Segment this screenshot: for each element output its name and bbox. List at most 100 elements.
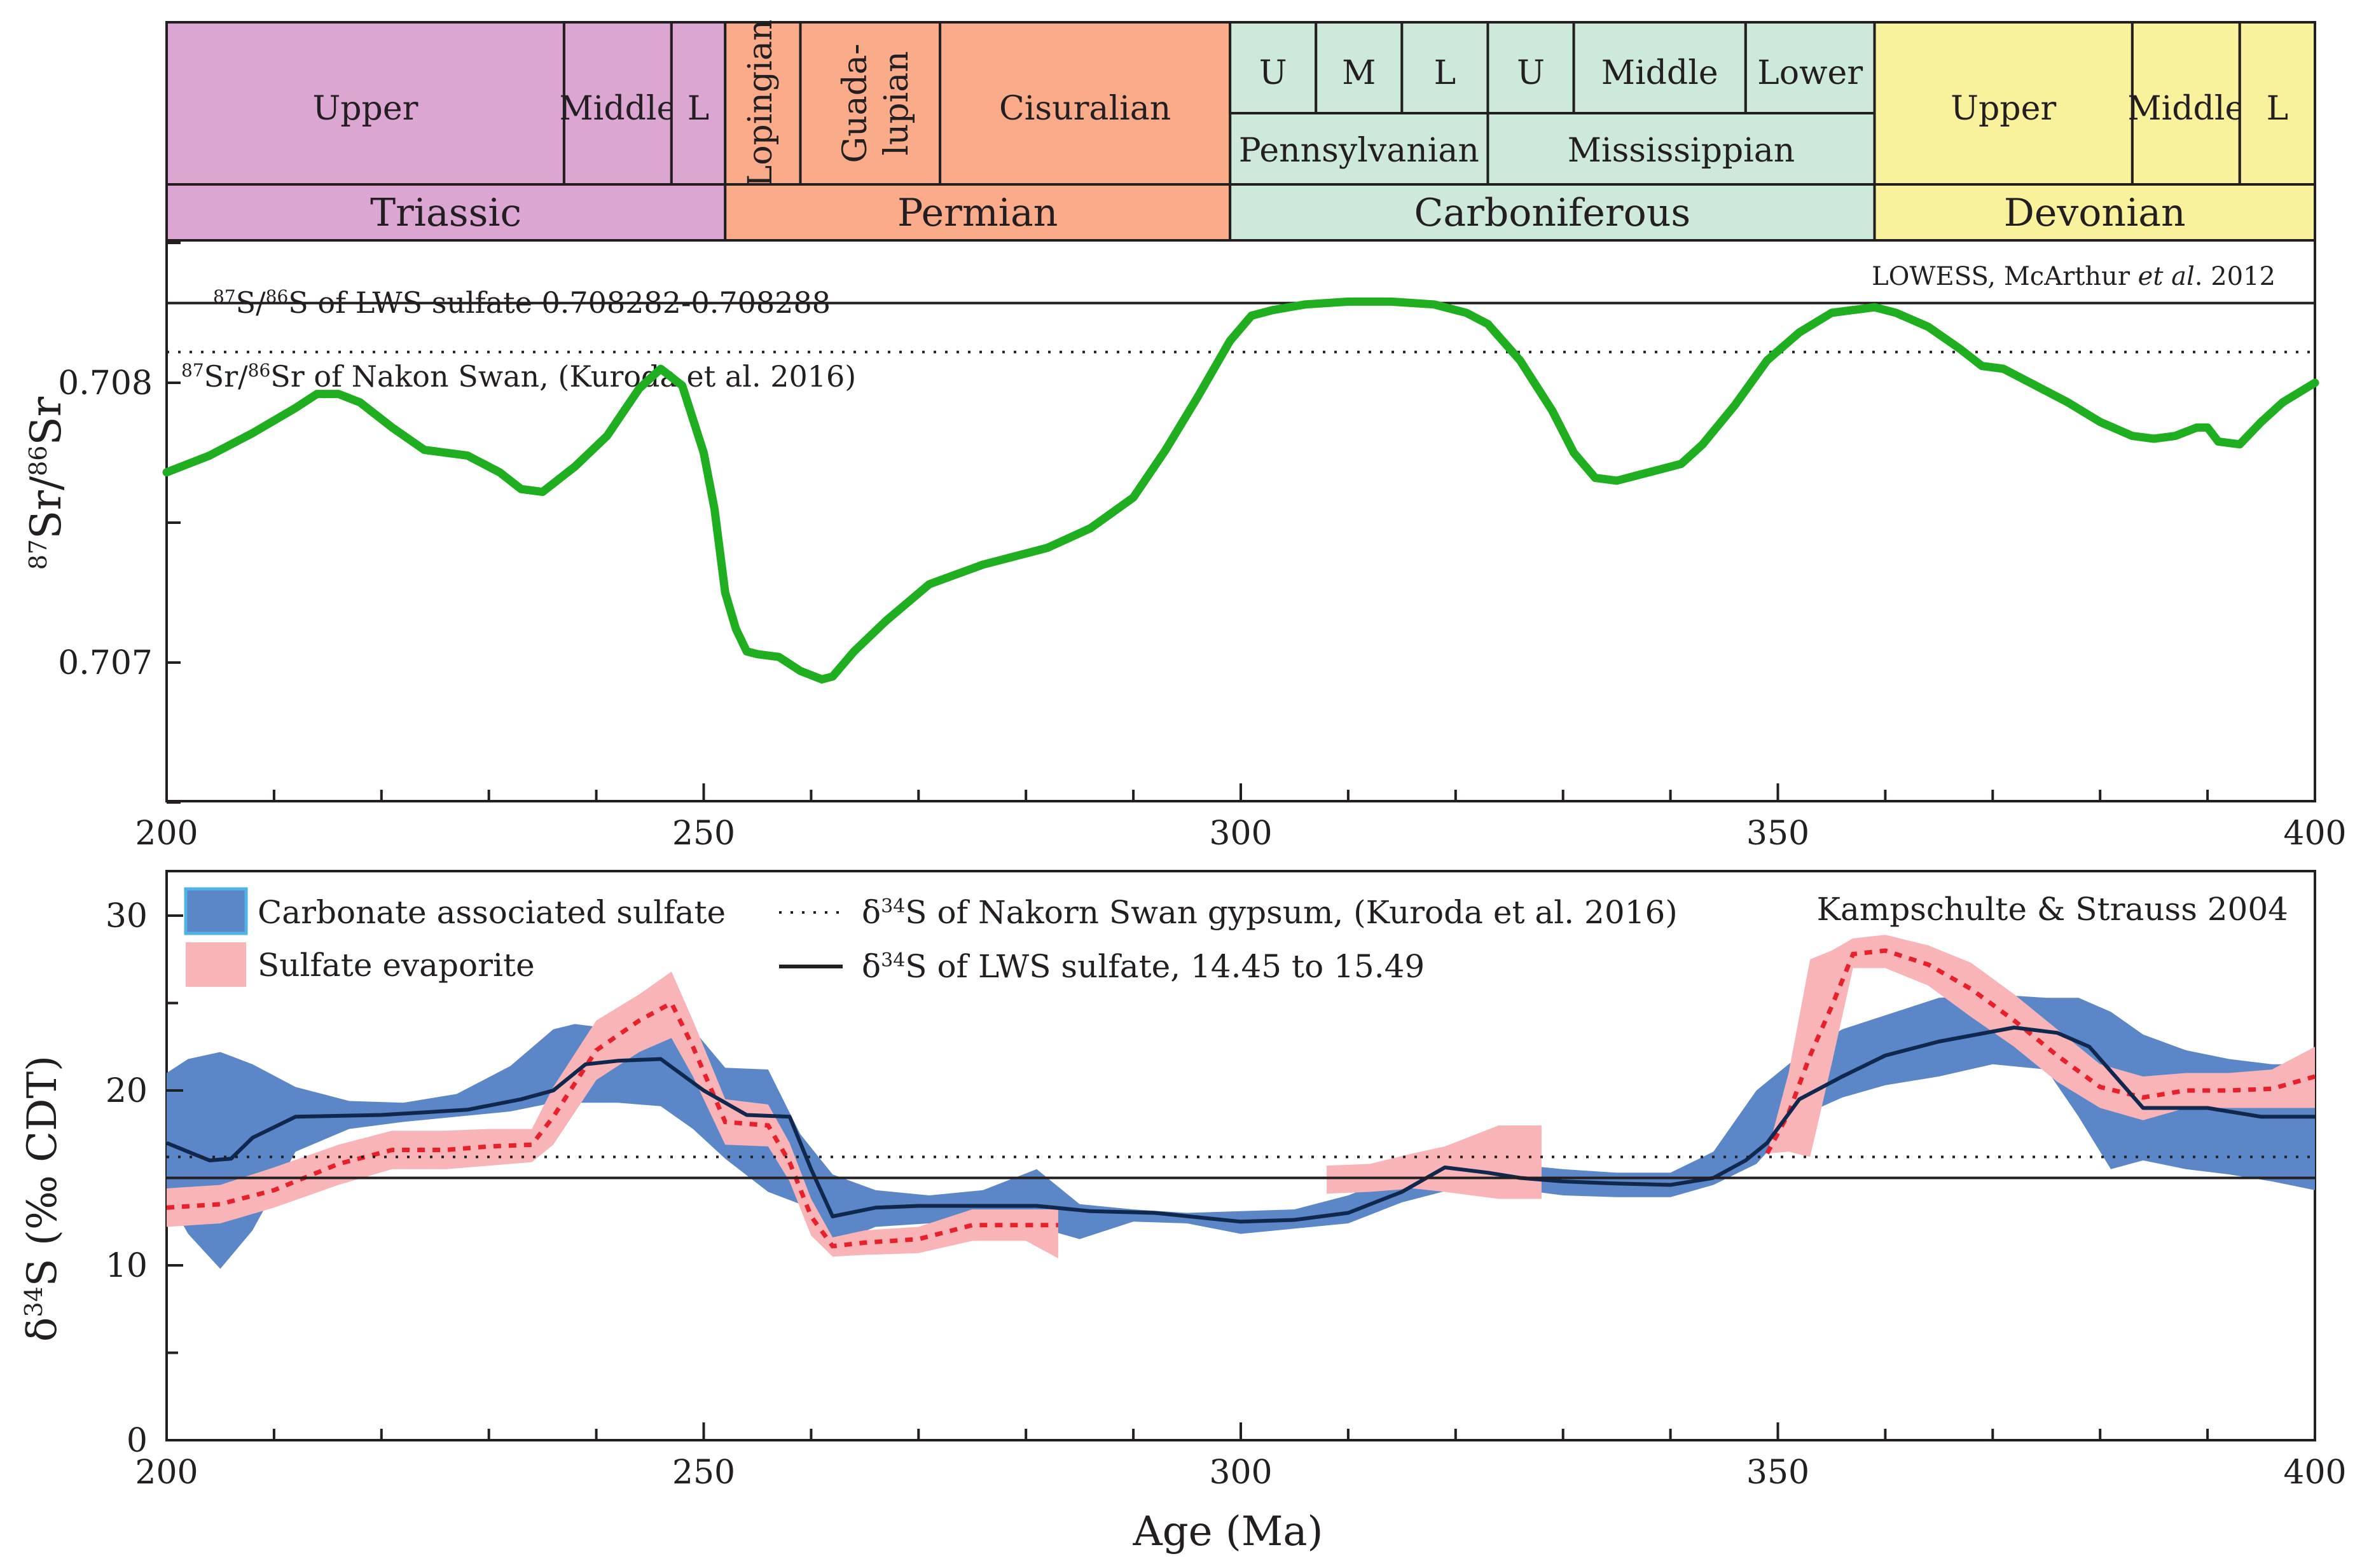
sup: 87: [181, 360, 204, 381]
evaporite-band: [1327, 1125, 1542, 1199]
epoch-cell: [1400, 21, 1489, 114]
epoch-label: Middle: [1601, 54, 1718, 92]
sup: 34: [881, 949, 905, 972]
period-label: Carboniferous: [1414, 191, 1690, 235]
y-axis-title: δ34S (‰ CDT): [19, 1056, 66, 1342]
kampschulte-credit: Kampschulte & Strauss 2004: [1817, 891, 2288, 928]
epoch-label: M: [1342, 54, 1376, 92]
text: et al: [2138, 262, 2195, 291]
period-cell: [1229, 183, 1876, 242]
y-tick-label: 30: [106, 897, 148, 935]
x-tick-label: 300: [1209, 1454, 1272, 1492]
period-label: Permian: [897, 191, 1058, 235]
text: Sr/: [204, 359, 249, 394]
epoch-label: L: [687, 90, 710, 128]
lowess-credit: LOWESS, McArthur et al. 2012: [1872, 262, 2276, 291]
x-axis-title: Age (Ma): [1132, 1508, 1323, 1555]
sr-lowess-line: [162, 297, 2319, 684]
y-tick-label: 0: [127, 1422, 148, 1460]
epoch-label: Upper: [312, 90, 418, 128]
epoch-cell: [1572, 21, 1747, 114]
legend-swatch-cas: [184, 887, 248, 935]
text: S (‰ CDT): [19, 1056, 66, 1286]
period-label: Devonian: [2004, 191, 2186, 235]
legend-label-lws: δ34S of LWS sulfate, 14.45 to 15.49: [862, 948, 1425, 985]
y-tick-label: 20: [106, 1072, 148, 1110]
epoch-cell: [1486, 21, 1575, 114]
epoch-cell: [939, 21, 1232, 186]
y-tick-label: 10: [106, 1247, 148, 1285]
epoch-cell: [1744, 21, 1876, 114]
y-axis-title-text: Sr/: [22, 476, 71, 539]
y-axis-title-sup: 86: [24, 446, 52, 476]
text: S of Nakorn Swan gypsum, (Kuroda et al. …: [905, 894, 1677, 931]
text: LOWESS, McArthur: [1872, 262, 2138, 291]
epoch-cell: [1229, 21, 1318, 114]
lws-sulfate-label: 87S/86S of LWS sulfate 0.708282-0.708288: [213, 285, 831, 320]
cas-mean-line: [165, 1026, 2315, 1224]
epoch-label: Middle: [559, 90, 676, 128]
legend-label-evaporite: Sulfate evaporite: [258, 947, 535, 984]
text: δ: [862, 894, 881, 931]
nakon-swan-label: 87Sr/86Sr of Nakon Swan, (Kuroda et al. …: [181, 359, 856, 394]
evaporite-mean-line: [1765, 948, 2316, 1155]
epoch-cell: [562, 21, 673, 186]
subperiod-cell: [1229, 112, 1489, 186]
epoch-label: Lower: [1757, 54, 1863, 92]
period-label: Triassic: [370, 191, 521, 235]
epoch-label: U: [1517, 54, 1545, 92]
x-tick-label: 250: [672, 1454, 735, 1492]
epoch-label: L: [2267, 90, 2289, 128]
epoch-cell: [1315, 21, 1404, 114]
text: . 2012: [2195, 262, 2276, 291]
y-axis-title-text: Sr: [22, 396, 71, 445]
text: δ: [19, 1317, 66, 1342]
x-tick-label: 350: [1746, 1454, 1809, 1492]
y-tick-label: 0.708: [58, 364, 153, 402]
subperiod-label: Pennsylvanian: [1239, 132, 1479, 170]
evaporite-mean-line: [166, 1000, 1058, 1249]
text: δ: [862, 948, 881, 985]
x-tick-label: 400: [2283, 1454, 2346, 1492]
x-tick-label: 250: [672, 815, 735, 853]
subperiod-label: Mississippian: [1568, 132, 1795, 170]
period-cell: [165, 183, 727, 242]
strontium-isotope-panel: 200 250 300 350 4000.7070.70887Sr/86Sr87S/86…: [22, 239, 2347, 853]
text: S/: [236, 285, 266, 320]
y-tick-label: 0.707: [58, 644, 153, 682]
epoch-cell: [724, 21, 802, 186]
epoch-label: Middle: [2127, 90, 2244, 128]
y-axis-title-sup: 87: [24, 539, 52, 570]
evaporite-band: [167, 972, 1058, 1258]
x-tick-label: 300: [1209, 815, 1272, 853]
legend-swatch-evaporite: [186, 942, 246, 987]
text: S of LWS sulfate 0.708282-0.708288: [288, 285, 831, 320]
epoch-label: Guada-: [836, 44, 874, 163]
epoch-label: U: [1259, 54, 1287, 92]
sup: 34: [881, 895, 905, 918]
x-tick-label: 350: [1746, 815, 1809, 853]
epoch-cell: [799, 21, 942, 186]
sup: 34: [20, 1286, 48, 1317]
subperiod-cell: [1486, 112, 1876, 186]
epoch-cell: [1873, 21, 2134, 186]
sup: 86: [248, 360, 271, 381]
epoch-label: Lopingian: [742, 20, 780, 188]
legend-label-nakorn: δ34S of Nakorn Swan gypsum, (Kuroda et a…: [862, 894, 1678, 931]
y-axis-title: 87Sr/86Sr: [22, 396, 71, 570]
legend-label-cas: Carbonate associated sulfate: [258, 894, 726, 931]
epoch-label: Cisuralian: [999, 90, 1171, 128]
x-tick-label: 200: [135, 815, 198, 853]
epoch-label: Upper: [1951, 90, 2056, 128]
text: Sr of Nakon Swan, (Kuroda et al. 2016): [270, 359, 856, 394]
epoch-label: lupian: [878, 51, 916, 156]
evaporite-band: [1767, 935, 2315, 1157]
geologic-timescale: Triassic Permian Carboniferous Devonian Penn…: [165, 20, 2317, 242]
epoch-cell: [165, 21, 565, 186]
epoch-cell: [670, 21, 727, 186]
sup: 87: [213, 286, 236, 307]
epoch-label: L: [1434, 54, 1456, 92]
epoch-cell: [2238, 21, 2317, 186]
